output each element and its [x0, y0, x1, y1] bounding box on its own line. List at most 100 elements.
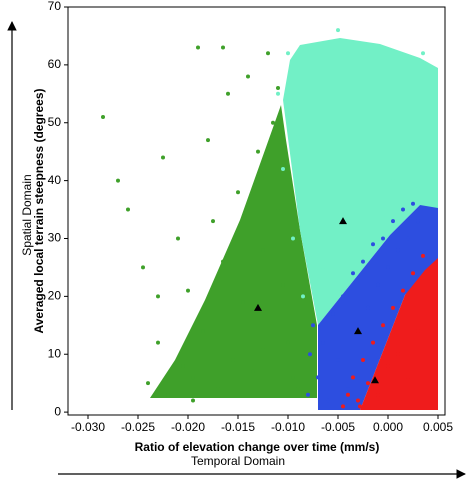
point	[261, 346, 265, 351]
aqua-region	[283, 38, 438, 325]
point	[256, 149, 260, 154]
point	[156, 294, 160, 299]
point	[356, 398, 360, 403]
point	[356, 91, 360, 96]
point	[271, 120, 275, 125]
y-tick-label: 70	[48, 0, 62, 13]
point	[391, 305, 395, 310]
x-tick-label: 0.000	[373, 420, 403, 434]
point	[386, 74, 390, 79]
cluster-regions	[150, 38, 438, 410]
point	[296, 132, 300, 137]
point	[316, 45, 320, 50]
point	[316, 375, 320, 380]
point	[308, 352, 312, 357]
point	[306, 74, 310, 79]
point	[401, 288, 405, 293]
point	[421, 253, 425, 258]
point	[281, 167, 285, 172]
point	[331, 155, 335, 160]
point	[351, 207, 355, 212]
centroid	[339, 217, 347, 225]
point	[156, 340, 160, 345]
point	[336, 358, 340, 363]
centroid	[371, 376, 379, 384]
point	[416, 329, 420, 334]
point	[381, 236, 385, 241]
point	[116, 178, 120, 183]
point	[391, 219, 395, 224]
point	[396, 248, 400, 253]
point	[291, 375, 295, 380]
point	[101, 114, 105, 119]
plot-frame	[67, 6, 446, 416]
point	[261, 248, 265, 253]
point	[371, 242, 375, 247]
point	[191, 398, 195, 403]
outer-x-label: Temporal Domain	[191, 454, 285, 468]
point	[378, 398, 382, 403]
point	[376, 392, 380, 397]
y-tick-label: 60	[48, 57, 62, 71]
point	[311, 323, 315, 328]
point	[341, 248, 345, 253]
point	[341, 294, 345, 299]
x-tick-label: -0.015	[221, 420, 255, 434]
point	[306, 392, 310, 397]
point	[186, 288, 190, 293]
point	[421, 51, 425, 56]
point	[321, 265, 325, 270]
point	[191, 375, 195, 380]
point	[376, 120, 380, 125]
point	[331, 311, 335, 316]
x-tick-label: -0.020	[171, 420, 205, 434]
point	[281, 282, 285, 287]
point	[386, 265, 390, 270]
y-tick-label: 50	[48, 115, 62, 129]
x-tick-label: -0.010	[271, 420, 305, 434]
point	[221, 45, 225, 50]
point	[411, 271, 415, 276]
point	[301, 294, 305, 299]
point	[341, 404, 345, 409]
point	[201, 329, 205, 334]
point	[226, 91, 230, 96]
x-axis-label: Ratio of elevation change over time (mm/…	[135, 440, 380, 454]
point	[401, 207, 405, 212]
point	[211, 219, 215, 224]
y-tick-label: 30	[48, 231, 62, 245]
point	[391, 178, 395, 183]
point	[301, 392, 305, 397]
x-tick-label: -0.025	[121, 420, 155, 434]
point	[336, 28, 340, 33]
point	[326, 109, 330, 114]
centroid	[254, 303, 262, 311]
point	[266, 51, 270, 56]
point	[358, 404, 362, 409]
point	[411, 201, 415, 206]
point	[351, 271, 355, 276]
point	[216, 386, 220, 391]
centroid	[354, 327, 362, 335]
point	[276, 86, 280, 91]
point	[161, 155, 165, 160]
y-axis-label: Averaged local terrain steepness (degree…	[32, 89, 46, 334]
point	[361, 358, 365, 363]
point	[276, 91, 280, 96]
point	[236, 190, 240, 195]
point	[376, 282, 380, 287]
point	[361, 259, 365, 264]
point	[246, 74, 250, 79]
point	[346, 392, 350, 397]
point	[366, 51, 370, 56]
point	[146, 381, 150, 386]
point	[276, 207, 280, 212]
point	[416, 184, 420, 189]
point	[291, 236, 295, 241]
x-tick-label: 0.005	[423, 420, 453, 434]
point	[371, 190, 375, 195]
outer-y-label: Spatial Domain	[20, 174, 34, 255]
y-tick-label: 20	[48, 289, 62, 303]
point	[206, 305, 210, 310]
